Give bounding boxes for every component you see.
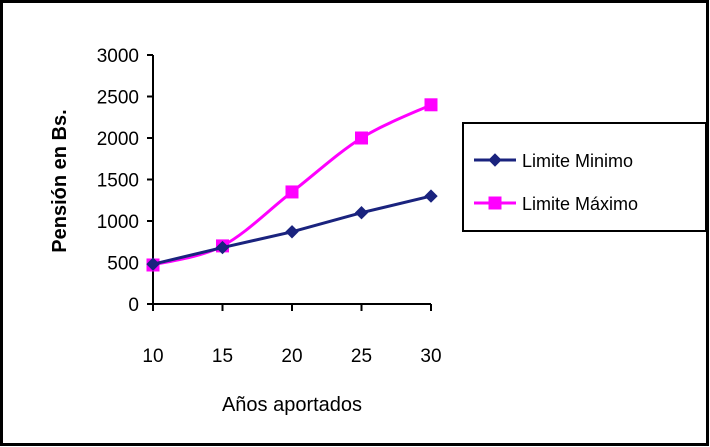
x-tick-label: 15	[212, 346, 233, 367]
y-tick-label: 0	[128, 295, 139, 316]
y-tick-label: 2000	[97, 129, 139, 150]
y-tick-label: 1500	[97, 171, 139, 192]
y-tick-label: 2500	[97, 88, 139, 109]
data-point-limite-maximo	[425, 99, 437, 111]
y-tick-label: 500	[107, 254, 139, 275]
x-axis-label: Años aportados	[222, 394, 362, 416]
legend-label-limite-minimo: Limite Minimo	[522, 151, 633, 171]
y-tick-label: 1000	[97, 212, 139, 233]
legend-box	[463, 123, 706, 231]
x-tick-label: 30	[420, 346, 441, 367]
legend: Limite Minimo Limite Máximo	[463, 123, 706, 231]
y-tick-label: 3000	[97, 46, 139, 67]
data-point-limite-maximo	[356, 132, 368, 144]
y-axis-label: Pensión en Bs.	[49, 109, 71, 252]
data-point-limite-maximo	[286, 186, 298, 198]
x-tick-label: 10	[142, 346, 163, 367]
legend-label-limite-maximo: Limite Máximo	[522, 194, 638, 214]
legend-marker-limite-maximo	[489, 197, 501, 209]
x-tick-label: 20	[281, 346, 302, 367]
x-tick-label: 25	[351, 346, 372, 367]
